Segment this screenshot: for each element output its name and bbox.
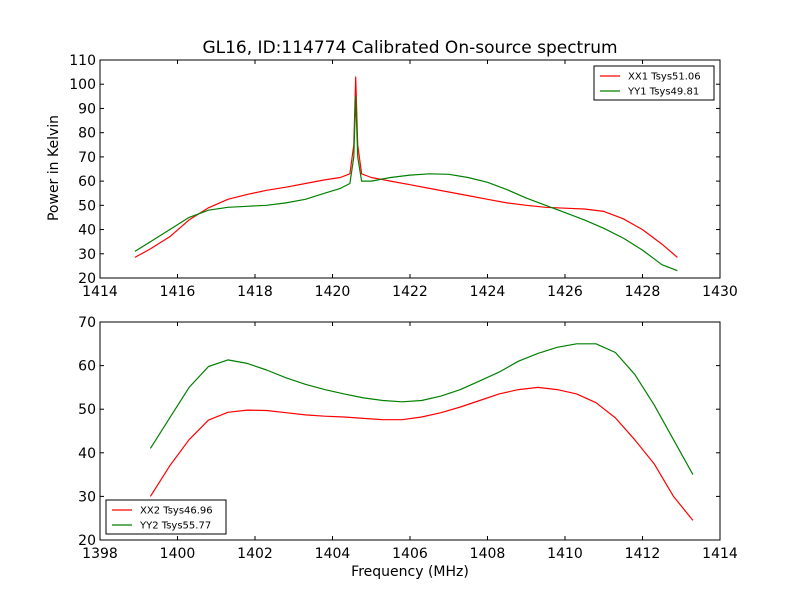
x-tick-label: 1416 [160, 284, 196, 300]
y-tick-label: 40 [78, 223, 96, 239]
y-tick-label: 70 [78, 150, 96, 166]
y-tick-label: 60 [78, 174, 96, 190]
y-tick-label: 50 [78, 402, 96, 418]
x-tick-label: 1424 [470, 284, 506, 300]
x-tick-label: 1398 [82, 546, 118, 562]
y-tick-label: 40 [78, 446, 96, 462]
x-tick-label: 1400 [160, 546, 196, 562]
top-panel: 1414 1416 1418 1420 1422 1424 1426 1428 1430 20 30… [69, 53, 738, 300]
x-tick-label: 1412 [625, 546, 661, 562]
x-tick-label: 1422 [392, 284, 428, 300]
y-tick-label: 50 [78, 198, 96, 214]
x-tick-label: 1408 [470, 546, 506, 562]
series-line-2-1 [149, 386, 694, 521]
x-tick-label: 1418 [237, 284, 273, 300]
x-tick-label: 1430 [702, 284, 738, 300]
x-tick-label: 1414 [82, 284, 118, 300]
y-axis-label: Power in Kelvin [46, 115, 62, 221]
x-tick-label: 1406 [392, 546, 428, 562]
y-tick-label: 70 [78, 315, 96, 331]
x-tick-label: 1410 [547, 546, 583, 562]
legend: XX2 Tsys46.96 YY2 Tsys55.77 [105, 499, 227, 535]
x-tick-label: 1426 [547, 284, 583, 300]
y-tick-label: 110 [69, 53, 96, 69]
legend-box [105, 499, 227, 535]
legend-entry: XX2 Tsys46.96 [140, 506, 213, 517]
y-tick-label: 60 [78, 359, 96, 375]
series-line-2-2 [149, 343, 694, 475]
y-tick-label: 100 [69, 77, 96, 93]
legend-entry: YY2 Tsys55.77 [139, 521, 211, 532]
legend: XX1 Tsys51.06 YY1 Tsys49.81 [593, 65, 715, 101]
y-tick-label: 90 [78, 101, 96, 117]
x-tick-label: 1414 [702, 546, 738, 562]
legend-box [593, 65, 715, 101]
x-tick-label: 1428 [625, 284, 661, 300]
legend-entry: YY1 Tsys49.81 [627, 87, 699, 98]
y-tick-label: 20 [78, 271, 96, 287]
x-tick-label: 1404 [315, 546, 351, 562]
series-line-1-2 [134, 95, 678, 272]
y-tick-label: 30 [78, 489, 96, 505]
x-tick-label: 1420 [315, 284, 351, 300]
x-axis-label: Frequency (MHz) [351, 564, 469, 580]
series-line-1-1 [134, 76, 678, 258]
y-tick-label: 30 [78, 247, 96, 263]
y-tick-label: 20 [78, 533, 96, 549]
legend-entry: XX1 Tsys51.06 [628, 72, 701, 83]
bottom-panel: 1398 1400 1402 1404 1406 1408 1410 1412 1414 20 30… [78, 315, 738, 562]
x-tick-label: 1402 [237, 546, 273, 562]
y-tick-label: 80 [78, 126, 96, 142]
figure-title: GL16, ID:114774 Calibrated On-source spe… [202, 38, 617, 58]
